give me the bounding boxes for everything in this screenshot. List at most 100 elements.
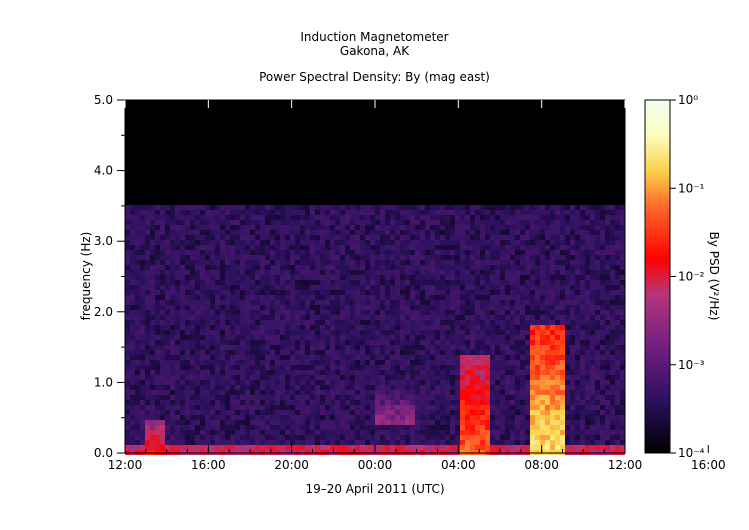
- spectrogram-cell: [485, 355, 490, 360]
- spectrogram-cell: [595, 225, 600, 230]
- spectrogram-cell: [220, 265, 225, 270]
- spectrogram-cell: [155, 435, 160, 440]
- spectrogram-cell: [180, 205, 185, 210]
- spectrogram-cell: [150, 365, 155, 370]
- spectrogram-cell: [345, 445, 350, 450]
- spectrogram-cell: [485, 425, 490, 430]
- spectrogram-cell: [340, 335, 345, 340]
- spectrogram-cell: [535, 285, 540, 290]
- spectrogram-cell: [185, 295, 190, 300]
- spectrogram-cell: [350, 310, 355, 315]
- spectrogram-cell: [205, 340, 210, 345]
- spectrogram-cell: [180, 240, 185, 245]
- spectrogram-cell: [455, 355, 460, 360]
- spectrogram-cell: [215, 235, 220, 240]
- spectrogram-cell: [280, 330, 285, 335]
- spectrogram-cell: [165, 425, 170, 430]
- spectrogram-cell: [210, 245, 215, 250]
- spectrogram-cell: [365, 390, 370, 395]
- spectrogram-cell: [135, 220, 140, 225]
- spectrogram-cell: [460, 305, 465, 310]
- spectrogram-cell: [395, 405, 400, 410]
- spectrogram-cell: [270, 440, 275, 445]
- spectrogram-cell: [150, 400, 155, 405]
- spectrogram-cell: [465, 430, 470, 435]
- spectrogram-cell: [410, 230, 415, 235]
- spectrogram-cell: [395, 235, 400, 240]
- spectrogram-cell: [290, 280, 295, 285]
- spectrogram-cell: [510, 410, 515, 415]
- spectrogram-cell: [285, 430, 290, 435]
- spectrogram-cell: [195, 215, 200, 220]
- spectrogram-cell: [450, 335, 455, 340]
- spectrogram-cell: [605, 310, 610, 315]
- spectrogram-cell: [410, 240, 415, 245]
- spectrogram-cell: [160, 440, 165, 445]
- spectrogram-cell: [590, 425, 595, 430]
- spectrogram-cell: [130, 390, 135, 395]
- spectrogram-cell: [540, 360, 545, 365]
- spectrogram-cell: [505, 340, 510, 345]
- spectrogram-cell: [220, 325, 225, 330]
- spectrogram-cell: [565, 340, 570, 345]
- spectrogram-cell: [500, 290, 505, 295]
- spectrogram-cell: [475, 330, 480, 335]
- spectrogram-cell: [540, 245, 545, 250]
- spectrogram-cell: [440, 220, 445, 225]
- spectrogram-cell: [585, 340, 590, 345]
- spectrogram-cell: [125, 295, 130, 300]
- spectrogram-cell: [195, 290, 200, 295]
- spectrogram-cell: [355, 350, 360, 355]
- spectrogram-cell: [590, 265, 595, 270]
- spectrogram-cell: [345, 410, 350, 415]
- spectrogram-cell: [335, 440, 340, 445]
- spectrogram-cell: [325, 230, 330, 235]
- spectrogram-cell: [270, 405, 275, 410]
- spectrogram-cell: [585, 220, 590, 225]
- spectrogram-cell: [230, 300, 235, 305]
- spectrogram-cell: [620, 410, 625, 415]
- spectrogram-cell: [190, 305, 195, 310]
- spectrogram-cell: [600, 390, 605, 395]
- spectrogram-cell: [455, 275, 460, 280]
- spectrogram-cell: [415, 365, 420, 370]
- spectrogram-cell: [515, 400, 520, 405]
- spectrogram-cell: [455, 310, 460, 315]
- spectrogram-cell: [440, 260, 445, 265]
- spectrogram-cell: [165, 240, 170, 245]
- spectrogram-cell: [210, 370, 215, 375]
- spectrogram-cell: [615, 325, 620, 330]
- spectrogram-cell: [600, 265, 605, 270]
- spectrogram-cell: [365, 420, 370, 425]
- spectrogram-cell: [220, 430, 225, 435]
- spectrogram-cell: [490, 215, 495, 220]
- spectrogram-cell: [280, 310, 285, 315]
- spectrogram-cell: [440, 370, 445, 375]
- spectrogram-cell: [180, 235, 185, 240]
- spectrogram-cell: [215, 300, 220, 305]
- spectrogram-cell: [565, 390, 570, 395]
- spectrogram-cell: [360, 365, 365, 370]
- spectrogram-cell: [565, 250, 570, 255]
- spectrogram-cell: [550, 250, 555, 255]
- spectrogram-cell: [620, 310, 625, 315]
- spectrogram-cell: [185, 445, 190, 450]
- spectrogram-cell: [555, 425, 560, 430]
- spectrogram-cell: [505, 430, 510, 435]
- spectrogram-cell: [615, 360, 620, 365]
- spectrogram-cell: [300, 305, 305, 310]
- spectrogram-cell: [465, 210, 470, 215]
- spectrogram-cell: [550, 350, 555, 355]
- spectrogram-cell: [365, 380, 370, 385]
- spectrogram-cell: [235, 445, 240, 450]
- spectrogram-cell: [485, 275, 490, 280]
- spectrogram-cell: [305, 335, 310, 340]
- spectrogram-cell: [325, 245, 330, 250]
- spectrogram-cell: [250, 320, 255, 325]
- spectrogram-cell: [145, 290, 150, 295]
- spectrogram-cell: [595, 230, 600, 235]
- spectrogram-cell: [540, 315, 545, 320]
- spectrogram-cell: [400, 285, 405, 290]
- spectrogram-cell: [585, 240, 590, 245]
- spectrogram-cell: [565, 375, 570, 380]
